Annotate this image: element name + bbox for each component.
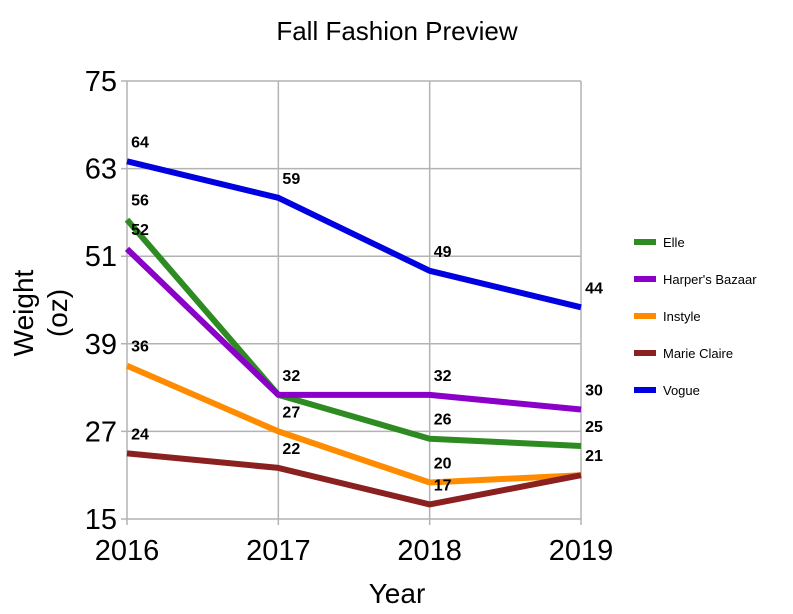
data-label: 25	[585, 419, 603, 436]
series-line	[126, 450, 582, 508]
x-tick-label: 2019	[549, 535, 614, 567]
data-label: 32	[434, 368, 452, 385]
data-label: 27	[282, 404, 300, 421]
chart-title: Fall Fashion Preview	[276, 16, 518, 46]
data-label: 49	[434, 244, 452, 261]
legend-entry: Marie Claire	[663, 346, 733, 361]
legend-entry: Vogue	[663, 383, 700, 398]
data-label: 30	[585, 383, 603, 400]
x-tick-label: 2017	[246, 535, 311, 567]
data-label: 22	[282, 441, 300, 458]
data-label: 26	[434, 412, 452, 429]
data-label: 44	[585, 280, 603, 297]
legend: Elle Harper's Bazaar Instyle Marie Claire Vo…	[634, 235, 757, 398]
y-axis-label-line-2: (oz)	[42, 289, 73, 337]
data-label: 32	[282, 368, 300, 385]
data-label: 52	[131, 222, 149, 239]
x-axis-label: Year	[369, 578, 426, 609]
series-line	[126, 158, 582, 311]
x-tick-label: 2016	[95, 535, 160, 567]
x-axis-ticks: 2016 2017 2018 2019	[95, 535, 614, 567]
data-label: 56	[131, 193, 149, 210]
y-axis-ticks: 15 27 39 51 63 75	[85, 66, 117, 536]
y-axis-label-line-1: Weight	[8, 269, 39, 356]
y-tick-label: 27	[85, 416, 117, 448]
data-label: 64	[131, 134, 149, 151]
grid	[121, 80, 582, 525]
data-label: 36	[131, 339, 149, 356]
y-axis-label: Weight (oz)	[8, 269, 73, 356]
x-tick-label: 2018	[397, 535, 462, 567]
series-line	[124, 246, 582, 413]
data-label: 17	[434, 477, 452, 494]
data-label: 24	[131, 426, 149, 443]
legend-entry: Harper's Bazaar	[663, 272, 757, 287]
y-tick-label: 51	[85, 241, 117, 273]
y-tick-label: 15	[85, 504, 117, 536]
legend-entry: Instyle	[663, 309, 701, 324]
y-tick-label: 63	[85, 154, 117, 186]
data-label: 20	[434, 456, 452, 473]
series-line	[124, 217, 582, 449]
data-label: 21	[585, 448, 603, 465]
series-line	[125, 362, 582, 486]
series-lines	[124, 158, 582, 508]
legend-entry: Elle	[663, 235, 685, 250]
y-tick-label: 75	[85, 66, 117, 98]
y-tick-label: 39	[85, 329, 117, 361]
data-labels: 56 32 26 25 52 32 30 36 27 20 24 22 17 21 64 59 49 44	[131, 134, 603, 494]
data-label: 59	[282, 171, 300, 188]
